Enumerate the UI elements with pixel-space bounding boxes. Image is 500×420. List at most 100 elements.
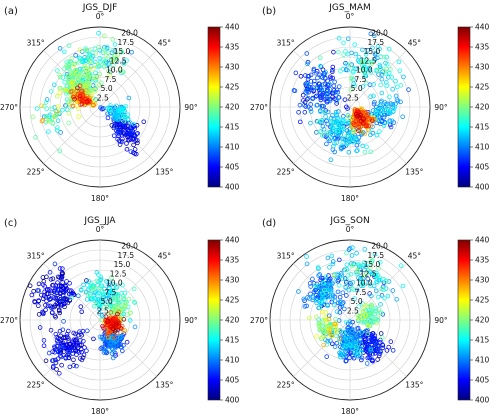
data-point <box>108 298 114 304</box>
data-point <box>58 338 63 343</box>
colorbar-tick-label: 425 <box>475 296 490 305</box>
data-point <box>47 116 52 122</box>
data-point <box>45 303 51 309</box>
data-point <box>45 287 50 292</box>
data-point <box>326 316 332 322</box>
data-point <box>339 303 344 308</box>
data-point <box>355 331 360 337</box>
data-point <box>95 61 101 67</box>
data-point <box>348 281 353 286</box>
data-point <box>108 310 114 315</box>
data-point <box>311 78 317 84</box>
angle-tick-label: 180° <box>91 194 109 203</box>
data-point <box>338 68 343 74</box>
angle-tick-label: 270° <box>0 103 18 112</box>
data-point <box>112 53 118 59</box>
data-point <box>309 87 315 92</box>
data-point <box>67 364 73 370</box>
data-point <box>58 130 63 135</box>
data-point <box>333 135 338 141</box>
data-point <box>329 281 335 287</box>
data-point <box>117 338 123 343</box>
data-point <box>308 291 313 297</box>
data-point <box>397 68 403 74</box>
data-point <box>106 68 111 74</box>
data-point <box>117 335 123 340</box>
data-point <box>92 87 98 92</box>
data-point <box>342 97 348 102</box>
data-point <box>92 88 98 94</box>
data-point <box>385 104 391 110</box>
data-point <box>121 122 127 127</box>
data-point <box>48 327 54 333</box>
data-point <box>365 344 371 349</box>
data-point <box>375 357 380 362</box>
data-point <box>383 278 388 284</box>
data-point <box>372 57 378 62</box>
data-point <box>367 59 372 65</box>
scatter-points <box>296 245 406 366</box>
data-point <box>390 87 395 92</box>
data-point <box>365 355 370 361</box>
data-point <box>364 57 369 62</box>
data-point <box>375 317 381 323</box>
data-point <box>77 93 83 99</box>
data-point <box>338 329 344 334</box>
data-point <box>57 148 63 154</box>
data-point <box>55 104 61 109</box>
panel-label: (d) <box>262 218 276 229</box>
radial-tick-label: 15.0 <box>114 260 131 269</box>
data-point <box>330 67 335 73</box>
data-point <box>117 66 123 72</box>
data-point <box>46 350 52 356</box>
data-point <box>346 149 352 155</box>
data-point <box>344 133 350 138</box>
data-point <box>345 36 351 42</box>
data-point <box>110 355 116 361</box>
data-point <box>345 67 350 73</box>
angular-gridline <box>349 50 407 108</box>
data-point <box>43 358 49 364</box>
angle-tick-label: 225° <box>277 380 295 389</box>
data-point <box>398 263 404 268</box>
data-point <box>86 74 92 80</box>
data-point <box>52 313 58 319</box>
data-point <box>78 304 84 309</box>
data-point <box>363 264 368 270</box>
data-point <box>343 337 349 343</box>
data-point <box>36 288 42 293</box>
data-point <box>292 88 298 94</box>
data-point <box>342 267 348 273</box>
data-point <box>333 109 339 115</box>
data-point <box>116 320 122 326</box>
data-point <box>310 96 316 102</box>
data-point <box>335 131 341 137</box>
data-point <box>324 90 330 96</box>
data-point <box>330 64 336 70</box>
data-point <box>334 309 340 314</box>
data-point <box>101 48 107 53</box>
data-point <box>376 353 382 358</box>
data-point <box>331 143 336 149</box>
data-point <box>112 42 118 47</box>
data-point <box>378 82 383 88</box>
data-point <box>378 331 384 336</box>
data-point <box>53 360 59 366</box>
radial-tick-label: 10.0 <box>106 279 123 288</box>
data-point <box>311 68 316 73</box>
data-point <box>96 44 101 50</box>
data-point <box>355 268 360 274</box>
angle-tick-label: 90° <box>184 316 198 325</box>
data-point <box>351 129 356 135</box>
data-point <box>76 293 81 299</box>
data-point <box>374 109 380 115</box>
data-point <box>107 72 112 78</box>
data-point <box>345 51 351 57</box>
data-point <box>382 108 388 113</box>
data-point <box>98 105 104 110</box>
data-point <box>81 352 87 358</box>
data-point <box>360 320 365 325</box>
data-point <box>333 316 338 322</box>
data-point <box>377 275 382 281</box>
panel-label: (b) <box>262 6 276 17</box>
